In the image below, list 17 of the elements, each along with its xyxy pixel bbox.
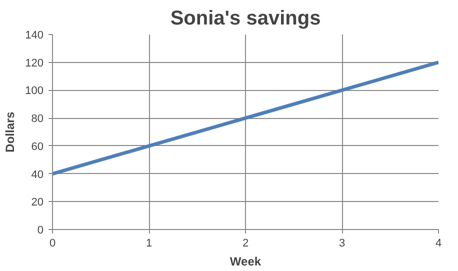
x-tick-label: 3 <box>338 238 346 250</box>
y-tick-label: 120 <box>25 57 44 70</box>
y-tick-label: 100 <box>25 85 44 98</box>
y-tick-label: 140 <box>25 30 44 42</box>
x-axis-title: Week <box>230 254 262 268</box>
line-series <box>52 60 438 176</box>
y-tick-label: 0 <box>37 224 44 236</box>
y-axis-title: Dollars <box>3 111 18 152</box>
x-tick-label: 1 <box>146 238 152 250</box>
x-tick-label: 4 <box>435 238 442 250</box>
y-tick-label: 80 <box>31 113 44 126</box>
chart-title: Sonia's savings <box>170 8 321 30</box>
y-tick-label: 20 <box>31 196 44 209</box>
x-tick-label: 2 <box>242 238 249 250</box>
y-tick-label: 60 <box>31 140 44 153</box>
y-tick-label: 40 <box>31 168 44 181</box>
x-tick-label: 0 <box>49 238 56 250</box>
